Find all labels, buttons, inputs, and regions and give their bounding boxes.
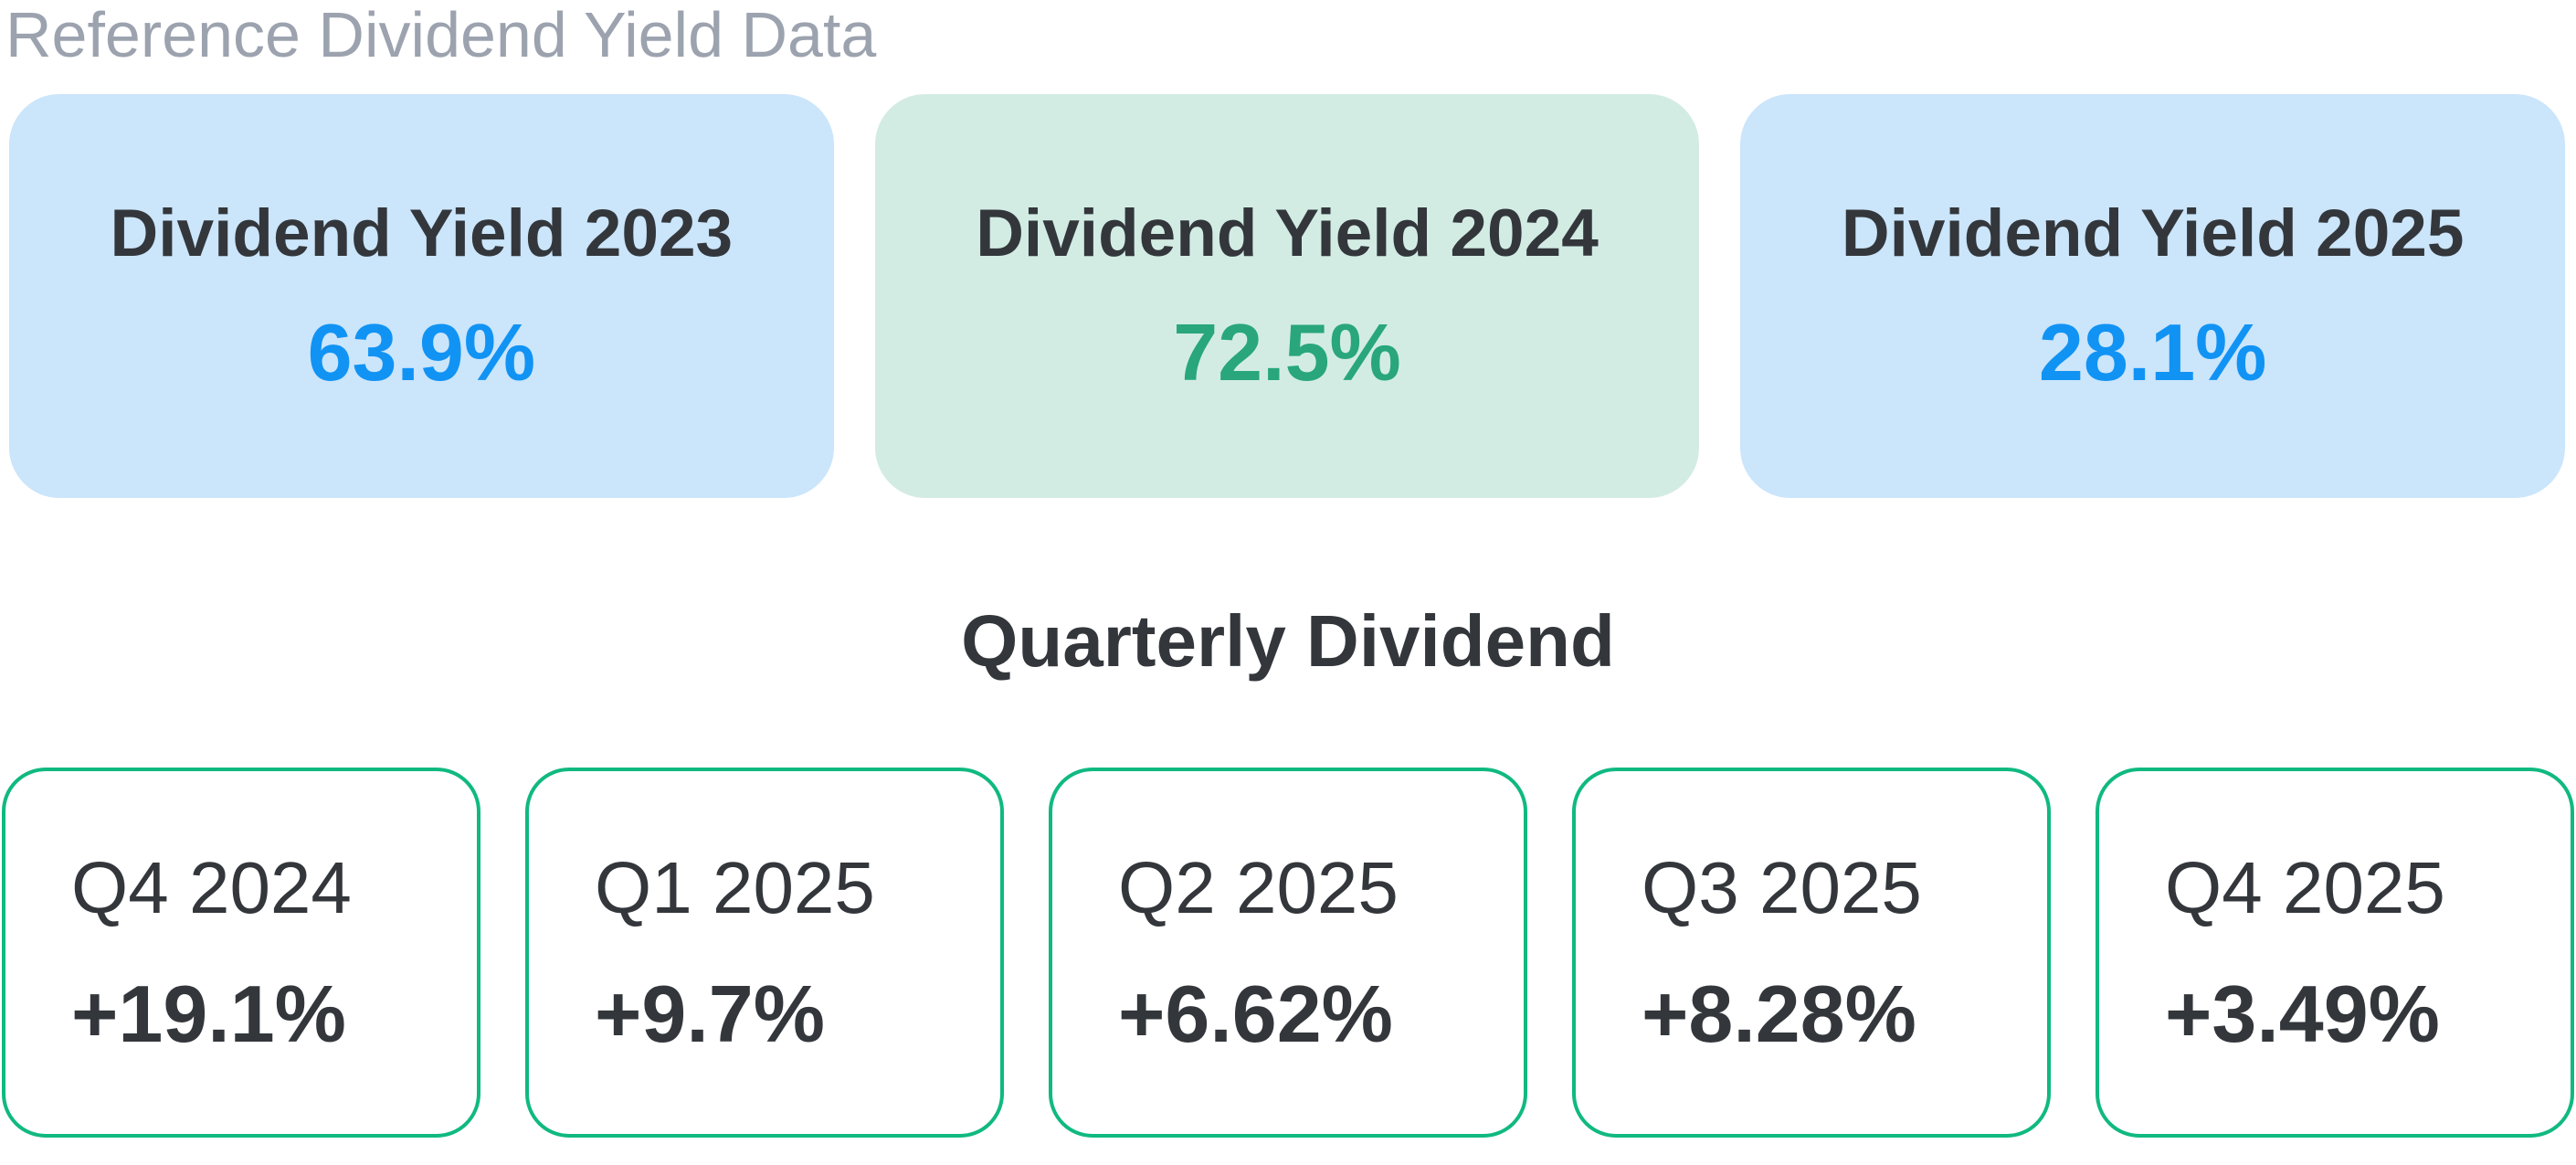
quarter-card-value: +9.7% — [595, 968, 825, 1059]
yield-card-label: Dividend Yield 2025 — [1841, 196, 2465, 270]
quarter-card-q4-2024: Q4 2024 +19.1% — [2, 768, 480, 1138]
yield-card-value: 28.1% — [2038, 306, 2267, 397]
quarter-card-value: +3.49% — [2165, 968, 2440, 1059]
quarter-card-q1-2025: Q1 2025 +9.7% — [525, 768, 1004, 1138]
quarter-card-value: +8.28% — [1642, 968, 1916, 1059]
quarter-card-value: +6.62% — [1118, 968, 1393, 1059]
yield-card-2024: Dividend Yield 2024 72.5% — [874, 94, 1700, 498]
yield-card-2023: Dividend Yield 2023 63.9% — [9, 94, 834, 498]
quarter-card-label: Q2 2025 — [1118, 846, 1399, 928]
page-title: Reference Dividend Yield Data — [5, 0, 877, 70]
quarter-card-label: Q4 2025 — [2165, 846, 2445, 928]
quarter-card-label: Q4 2024 — [71, 846, 352, 928]
quarter-card-label: Q1 2025 — [595, 846, 875, 928]
yield-card-label: Dividend Yield 2023 — [110, 196, 734, 270]
yield-cards-row: Dividend Yield 2023 63.9% Dividend Yield… — [9, 94, 2566, 498]
quarter-card-q4-2025: Q4 2025 +3.49% — [2096, 768, 2574, 1138]
yield-card-2025: Dividend Yield 2025 28.1% — [1740, 94, 2566, 498]
yield-card-value: 63.9% — [307, 306, 536, 397]
quarter-card-value: +19.1% — [71, 968, 346, 1059]
quarter-cards-row: Q4 2024 +19.1% Q1 2025 +9.7% Q2 2025 +6.… — [2, 768, 2574, 1138]
yield-card-value: 72.5% — [1173, 306, 1401, 397]
quarter-card-label: Q3 2025 — [1642, 846, 1922, 928]
yield-card-label: Dividend Yield 2024 — [976, 196, 1599, 270]
quarter-card-q2-2025: Q2 2025 +6.62% — [1049, 768, 1527, 1138]
quarter-card-q3-2025: Q3 2025 +8.28% — [1572, 768, 2051, 1138]
section-title-quarterly-dividend: Quarterly Dividend — [961, 600, 1615, 682]
